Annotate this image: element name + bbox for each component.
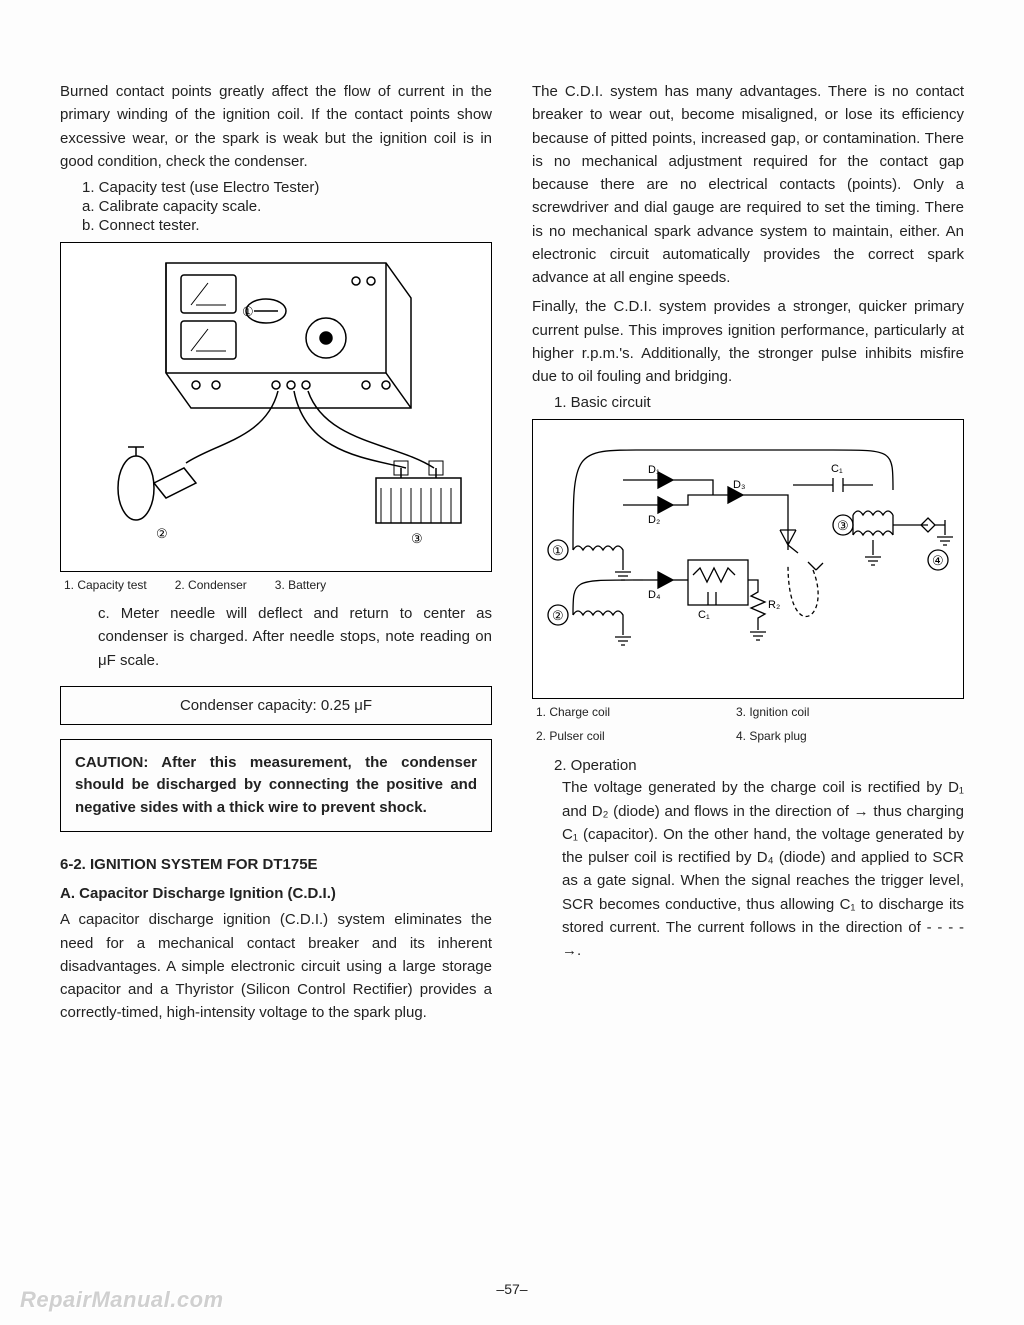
- svg-text:C₁: C₁: [698, 609, 710, 621]
- step-b: b. Connect tester.: [60, 217, 492, 234]
- intro-paragraph: Burned contact points greatly affect the…: [60, 80, 492, 173]
- fig2-label-1: 1. Charge coil: [536, 705, 676, 719]
- page-columns: Burned contact points greatly affect the…: [60, 80, 964, 1031]
- fig1-label-2: 2. Condenser: [175, 578, 247, 592]
- basic-circuit-heading: 1. Basic circuit: [532, 394, 964, 411]
- svg-text:①: ①: [552, 543, 564, 558]
- svg-text:③: ③: [837, 518, 849, 533]
- caution-box: CAUTION: After this measurement, the con…: [60, 739, 492, 833]
- watermark: RepairManual.com: [20, 1287, 224, 1313]
- svg-text:③: ③: [411, 531, 423, 546]
- svg-text:R₂: R₂: [768, 599, 780, 611]
- svg-text:④: ④: [932, 553, 944, 568]
- svg-text:D₂: D₂: [648, 514, 660, 526]
- svg-text:D₄: D₄: [648, 589, 661, 601]
- fig1-caption: 1. Capacity test 2. Condenser 3. Battery: [64, 578, 492, 592]
- caution-text: CAUTION: After this measurement, the con…: [75, 754, 477, 816]
- operation-paragraph: The voltage generated by the charge coil…: [532, 776, 964, 962]
- cdi-paragraph: A capacitor discharge ignition (C.D.I.) …: [60, 908, 492, 1024]
- fig2-label-4: 4. Spark plug: [736, 729, 876, 743]
- step-c: c. Meter needle will deflect and return …: [60, 602, 492, 672]
- condenser-spec-box: Condenser capacity: 0.25 μF: [60, 686, 492, 725]
- left-column: Burned contact points greatly affect the…: [60, 80, 492, 1031]
- svg-text:②: ②: [156, 526, 168, 541]
- svg-text:②: ②: [552, 608, 564, 623]
- fig2-label-2: 2. Pulser coil: [536, 729, 676, 743]
- svg-text:D₁: D₁: [648, 464, 660, 476]
- figure-circuit: D₁ D₂ D₃ C₁ ①: [532, 419, 964, 699]
- fig1-label-3: 3. Battery: [275, 578, 326, 592]
- svg-text:D₃: D₃: [733, 479, 745, 491]
- advantages-paragraph: The C.D.I. system has many advantages. T…: [532, 80, 964, 289]
- sub-heading-a: A. Capacitor Discharge Ignition (C.D.I.): [60, 885, 492, 902]
- fig2-label-3: 3. Ignition coil: [736, 705, 876, 719]
- circuit-diagram: D₁ D₂ D₃ C₁ ①: [533, 420, 963, 690]
- tester-diagram: ① ② ③: [66, 243, 486, 563]
- svg-text:①: ①: [242, 304, 254, 319]
- operation-heading: 2. Operation: [532, 757, 964, 774]
- right-column: The C.D.I. system has many advantages. T…: [532, 80, 964, 1031]
- step-1: 1. Capacity test (use Electro Tester): [60, 179, 492, 196]
- fig1-label-1: 1. Capacity test: [64, 578, 147, 592]
- svg-text:C₁: C₁: [831, 463, 843, 475]
- condenser-spec: Condenser capacity: 0.25 μF: [180, 697, 372, 714]
- finally-paragraph: Finally, the C.D.I. system provides a st…: [532, 295, 964, 388]
- fig2-caption: 1. Charge coil 3. Ignition coil 2. Pulse…: [536, 705, 964, 743]
- step-a: a. Calibrate capacity scale.: [60, 198, 492, 215]
- page-number: –57–: [496, 1281, 527, 1297]
- section-6-2: 6-2. IGNITION SYSTEM FOR DT175E: [60, 856, 492, 873]
- figure-tester: ① ② ③: [60, 242, 492, 572]
